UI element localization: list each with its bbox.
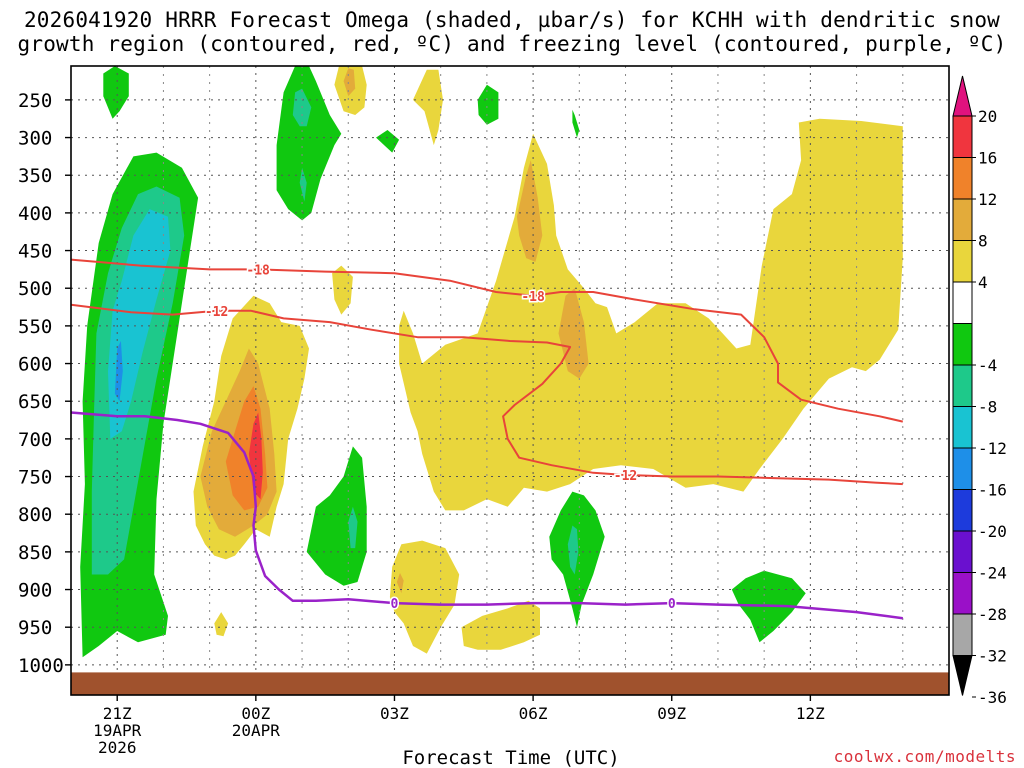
colorbar-top-arrow — [952, 75, 973, 117]
colorbar-bin — [952, 115, 973, 158]
colorbar-label-12: 12 — [978, 190, 997, 209]
y-tick-label-1000: 1000 — [18, 655, 64, 677]
y-tick-label-500: 500 — [18, 278, 52, 300]
colorbar: 20 16 12 8 4 -4 -8 -12 -16 -20 -24 -28 -32 -36 — [952, 75, 1007, 707]
y-tick-label-650: 650 — [18, 391, 52, 413]
x-tick-label-06Z: 06Z — [519, 704, 548, 723]
colorbar-label--12: -12 — [978, 439, 1007, 458]
y-tick-label-700: 700 — [18, 429, 52, 451]
colorbar-bin — [952, 198, 973, 241]
x-tick-label-09Z: 09Z — [657, 704, 686, 723]
y-tick-label-800: 800 — [18, 504, 52, 526]
omega-region-sinking-motion-upper-0130z — [343, 68, 356, 97]
chart-title-line-1: 2026041920 HRRR Forecast Omega (shaded, … — [23, 8, 1001, 32]
omega-shading-layer — [80, 66, 903, 658]
contour-layer: -18 -18 -12 -12 0 0 — [70, 258, 904, 620]
y-tick-label-450: 450 — [18, 241, 52, 263]
chart-title: 2026041920 HRRR Forecast Omega (shaded, … — [0, 8, 1024, 56]
dgz-contour-18-label: -18 — [246, 263, 270, 278]
colorbar-label--8: -8 — [978, 398, 997, 417]
omega-region-rising-motion-blob-07z — [572, 109, 580, 138]
colorbar-bin — [952, 240, 973, 283]
y-axis: 250 300 350 400 450 500 550 600 650 700 750 800 850 9… — [18, 90, 71, 677]
dgz-contour-18-line — [70, 258, 904, 423]
omega-region-sinking-motion-middle-06z — [516, 160, 543, 262]
x-tick-sublabel: 20APR — [232, 721, 281, 740]
omega-region-sinking-motion-upper-03z — [413, 69, 443, 146]
colorbar-label--4: -4 — [978, 356, 997, 375]
freezing-level-contour-line — [70, 411, 903, 620]
dgz-contour-12-label: -12 — [205, 305, 228, 320]
omega-region-rising-motion-column-21z — [91, 186, 185, 575]
credit-link[interactable]: coolwx.com/modelts — [833, 747, 1016, 766]
chart-title-line-2: growth region (contoured, red, ºC) and f… — [17, 32, 1007, 56]
colorbar-label-20: 20 — [978, 107, 997, 126]
omega-region-sinking-motion-low-0530z — [461, 600, 540, 650]
y-tick-label-400: 400 — [18, 203, 52, 225]
x-axis-label: Forecast Time (UTC) — [402, 747, 619, 768]
colorbar-label-8: 8 — [978, 232, 988, 251]
y-tick-label-550: 550 — [18, 316, 52, 338]
colorbar-bin — [952, 572, 973, 615]
colorbar-bin — [952, 157, 973, 200]
grid-lines — [71, 66, 949, 695]
colorbar-label--28: -28 — [978, 605, 1007, 624]
y-tick-label-250: 250 — [18, 90, 52, 112]
terrain-layer — [71, 672, 949, 695]
x-tick-label-00Z: 00Z — [241, 704, 270, 723]
dgz-contour-12-line — [70, 303, 903, 486]
x-tick-sublabel: 19APR — [93, 721, 142, 740]
x-tick-label-03Z: 03Z — [380, 704, 409, 723]
y-tick-label-750: 750 — [18, 467, 52, 489]
omega-region-sinking-motion-blob-2330z — [214, 612, 229, 637]
omega-region-rising-motion-blob-0230z — [376, 130, 400, 153]
colorbar-bin — [952, 281, 973, 324]
colorbar-label--36: -36 — [978, 688, 1007, 707]
dgz-contour-18-label: -18 — [521, 290, 545, 305]
y-tick-label-600: 600 — [18, 354, 52, 376]
omega-region-rising-motion-blob-04z — [477, 84, 499, 125]
y-tick-label-850: 850 — [18, 542, 52, 564]
freezing-level-contour-label: 0 — [668, 597, 676, 612]
omega-region-sinking-motion-blob-05z — [332, 265, 353, 315]
colorbar-bin — [952, 530, 973, 573]
dgz-contour-12-label: -12 — [614, 469, 637, 484]
y-tick-label-350: 350 — [18, 165, 52, 187]
omega-region-rising-motion-upper-01z — [299, 167, 307, 202]
colorbar-label--32: -32 — [978, 647, 1007, 666]
x-tick-sublabel: 2026 — [98, 738, 137, 757]
colorbar-bin — [952, 447, 973, 490]
omega-region-rising-motion-lower-02z — [306, 446, 367, 586]
plot-frame — [70, 65, 950, 696]
y-tick-label-300: 300 — [18, 128, 52, 150]
omega-region-rising-motion-upper-01z — [276, 66, 342, 221]
colorbar-label--20: -20 — [978, 522, 1007, 541]
colorbar-label--24: -24 — [978, 564, 1007, 583]
omega-region-sinking-motion-low-03z — [396, 573, 404, 594]
x-tick-label-21Z: 21Z — [103, 704, 132, 723]
colorbar-bin — [952, 323, 973, 366]
y-tick-label-900: 900 — [18, 580, 52, 602]
omega-region-rising-motion-column-21z — [114, 341, 123, 402]
omega-region-rising-motion-lower-07z — [567, 525, 579, 575]
colorbar-bottom-arrow — [952, 655, 973, 696]
colorbar-bin — [952, 406, 973, 449]
colorbar-bin — [952, 489, 973, 532]
colorbar-label-16: 16 — [978, 149, 997, 168]
terrain-surface — [71, 672, 949, 695]
omega-region-rising-motion-upper-22z — [103, 66, 129, 119]
colorbar-label-4: 4 — [978, 273, 988, 292]
colorbar-bin — [952, 613, 973, 656]
freezing-level-contour-label: 0 — [391, 597, 399, 612]
omega-region-sinking-motion-low-03z — [389, 540, 460, 654]
x-tick-label-12Z: 12Z — [796, 704, 825, 723]
colorbar-bin — [952, 364, 973, 407]
omega-region-rising-motion-lower-02z — [348, 506, 358, 549]
colorbar-label--16: -16 — [978, 481, 1007, 500]
y-tick-label-950: 950 — [18, 617, 52, 639]
